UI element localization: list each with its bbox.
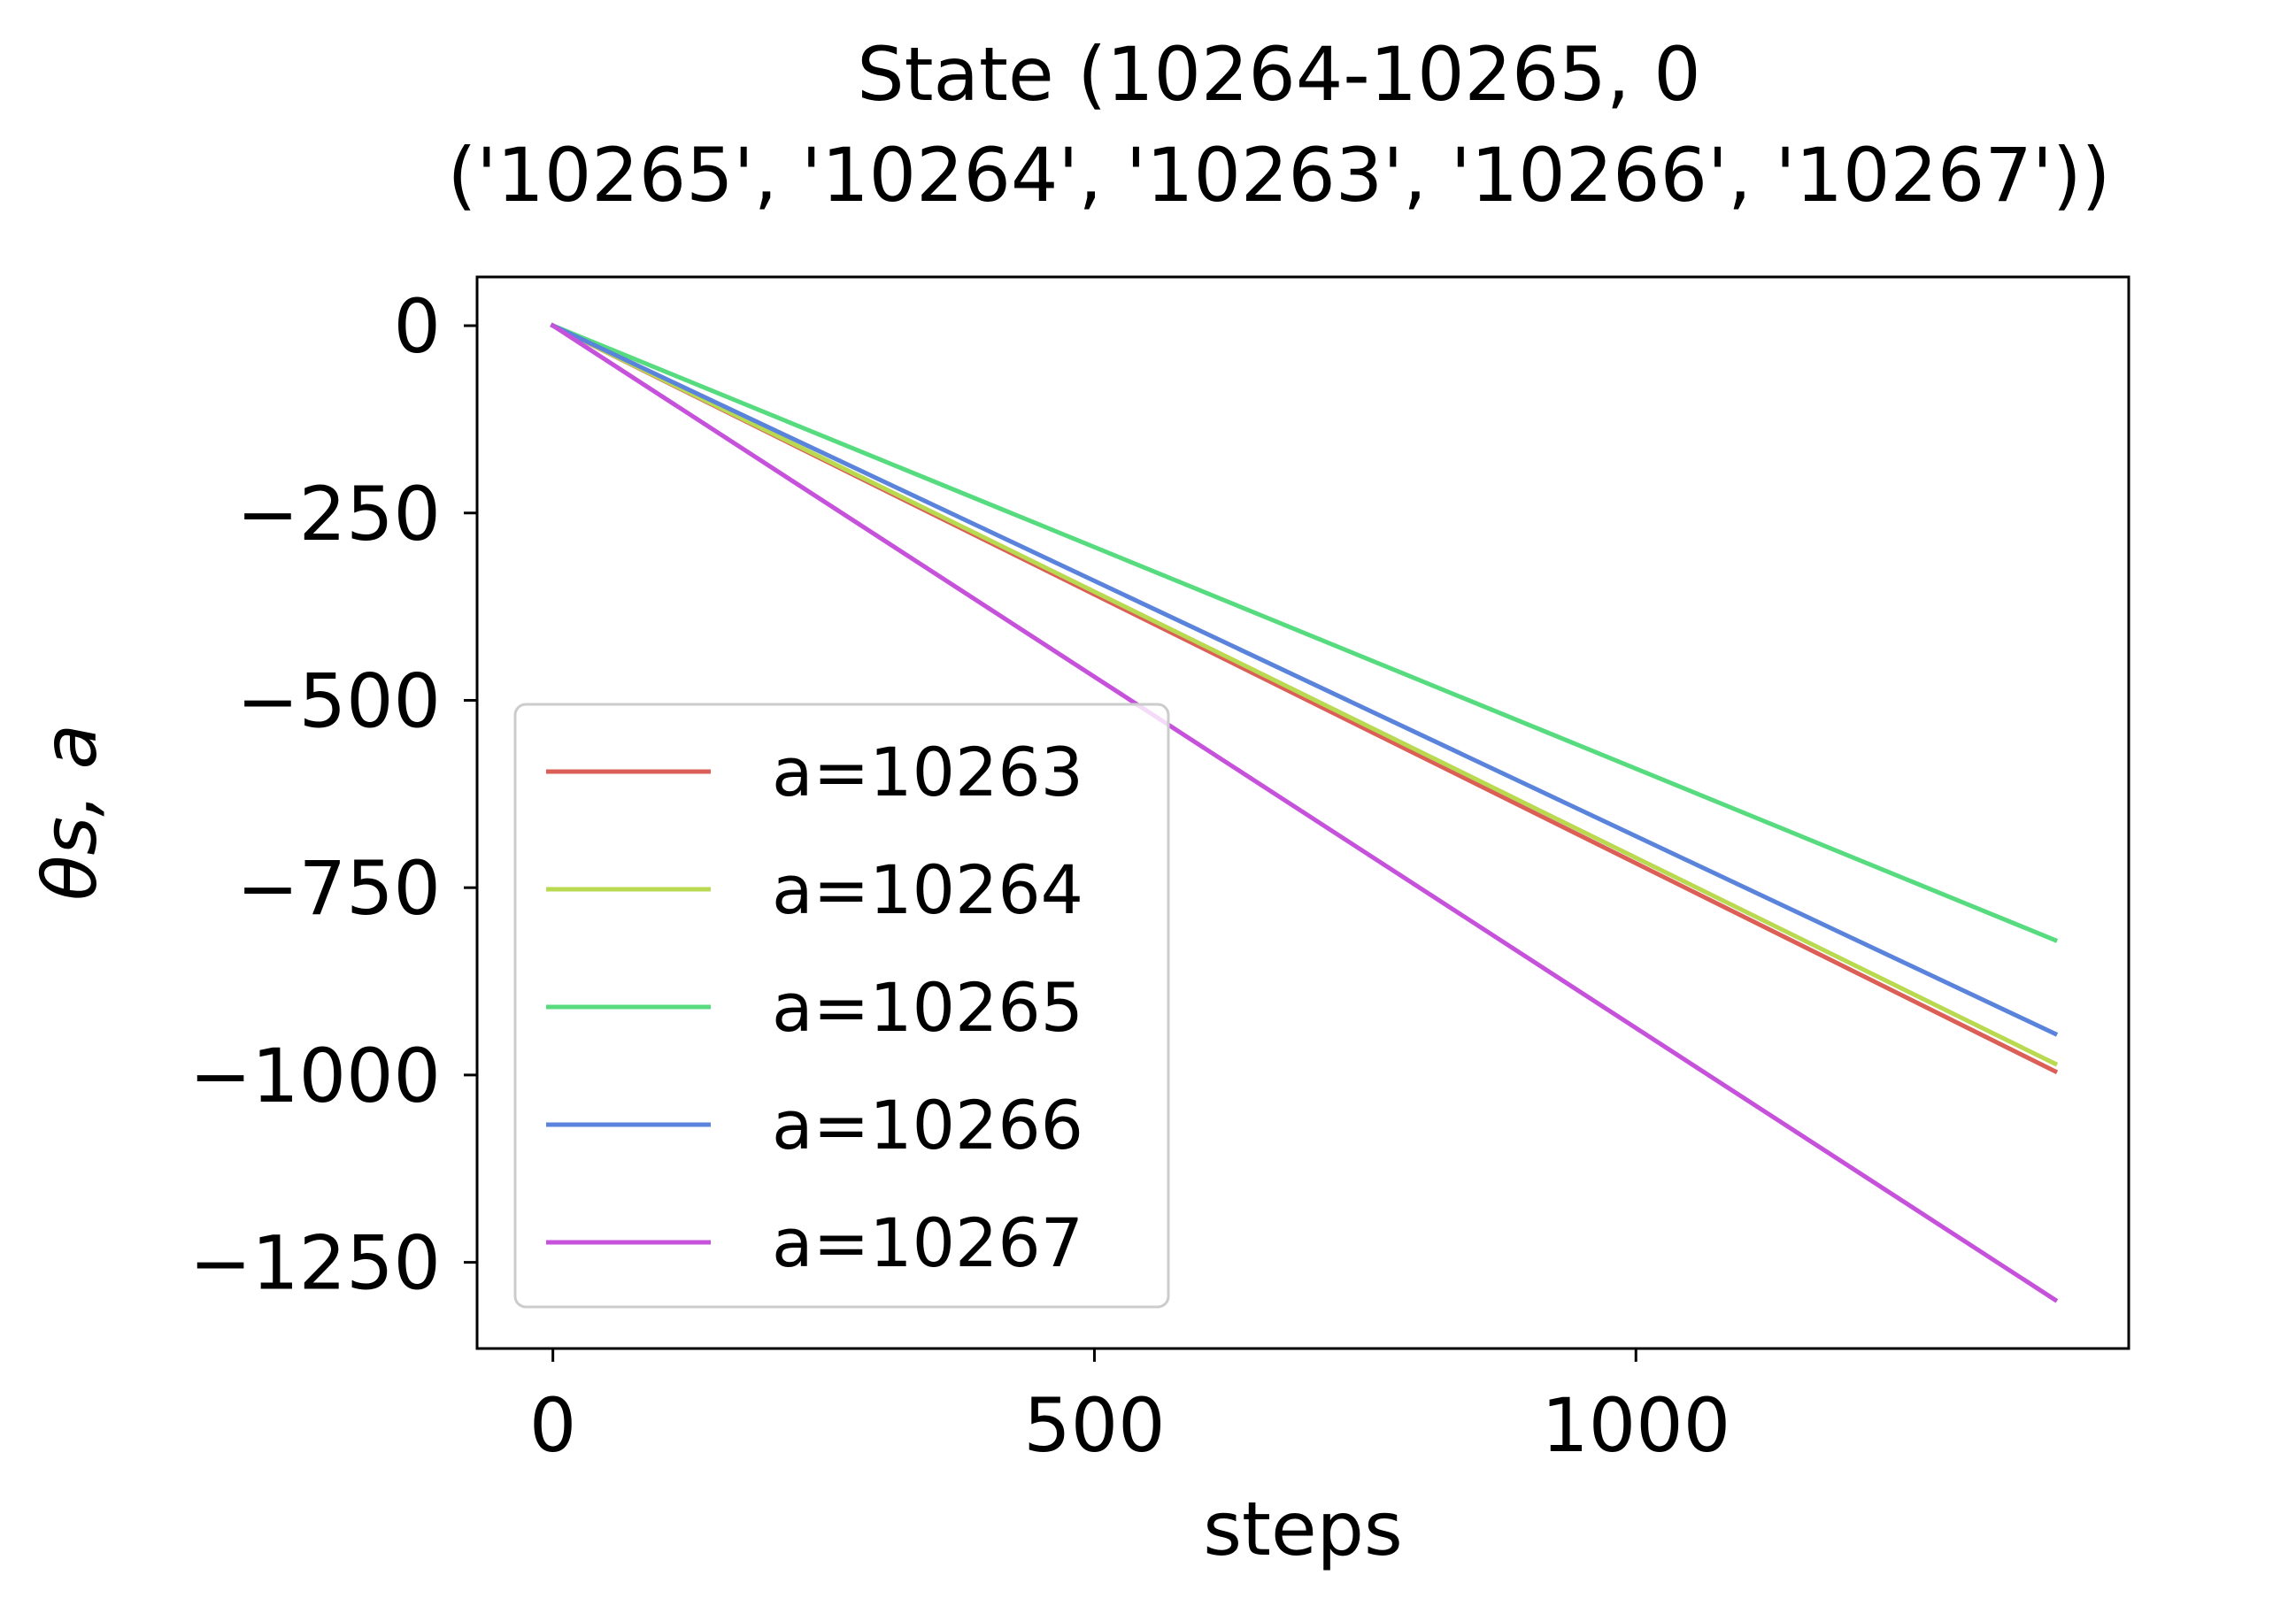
x-tick-label: 500 [1023, 1382, 1165, 1469]
chart-title-line-2: ('10265', '10264', '10263', '10266', '10… [448, 132, 2111, 219]
chart-title-line-1: State (10264-10265, 0 [857, 31, 1700, 118]
legend-label-1: a=10263 [772, 733, 1083, 811]
plot-lines [550, 322, 2059, 1303]
x-axis-label: steps [1203, 1486, 1402, 1572]
y-tick-label: −1000 [189, 1033, 441, 1119]
plot-area-frame [475, 275, 2130, 1350]
series-line-4 [550, 322, 2059, 1037]
y-tick-label: −750 [236, 845, 441, 932]
y-axis-label: θs, a [27, 724, 113, 901]
y-tick-label: −250 [236, 471, 441, 557]
series-line-2 [550, 322, 2059, 1067]
y-tick-label: −500 [236, 657, 441, 744]
x-tick-label: 1000 [1541, 1382, 1730, 1469]
legend-label-3: a=10265 [772, 968, 1083, 1047]
series-line-3 [550, 322, 2059, 943]
series-line-5 [550, 322, 2059, 1303]
x-axis-ticks: 0 500 1000 [529, 1349, 1730, 1469]
x-tick-label: 0 [529, 1382, 576, 1469]
legend-box [513, 703, 1170, 1309]
y-axis-ticks: 0 −250 −500 −750 −1000 −1250 [189, 283, 477, 1307]
y-tick-label: −1250 [189, 1220, 441, 1307]
legend-label-4: a=10266 [772, 1086, 1083, 1164]
legend-label-2: a=10264 [772, 850, 1083, 929]
legend-label-5: a=10267 [772, 1203, 1083, 1282]
y-tick-label: 0 [394, 283, 441, 370]
legend: a=10263 a=10264 a=10265 a=10266 a=10267 [513, 703, 1170, 1309]
